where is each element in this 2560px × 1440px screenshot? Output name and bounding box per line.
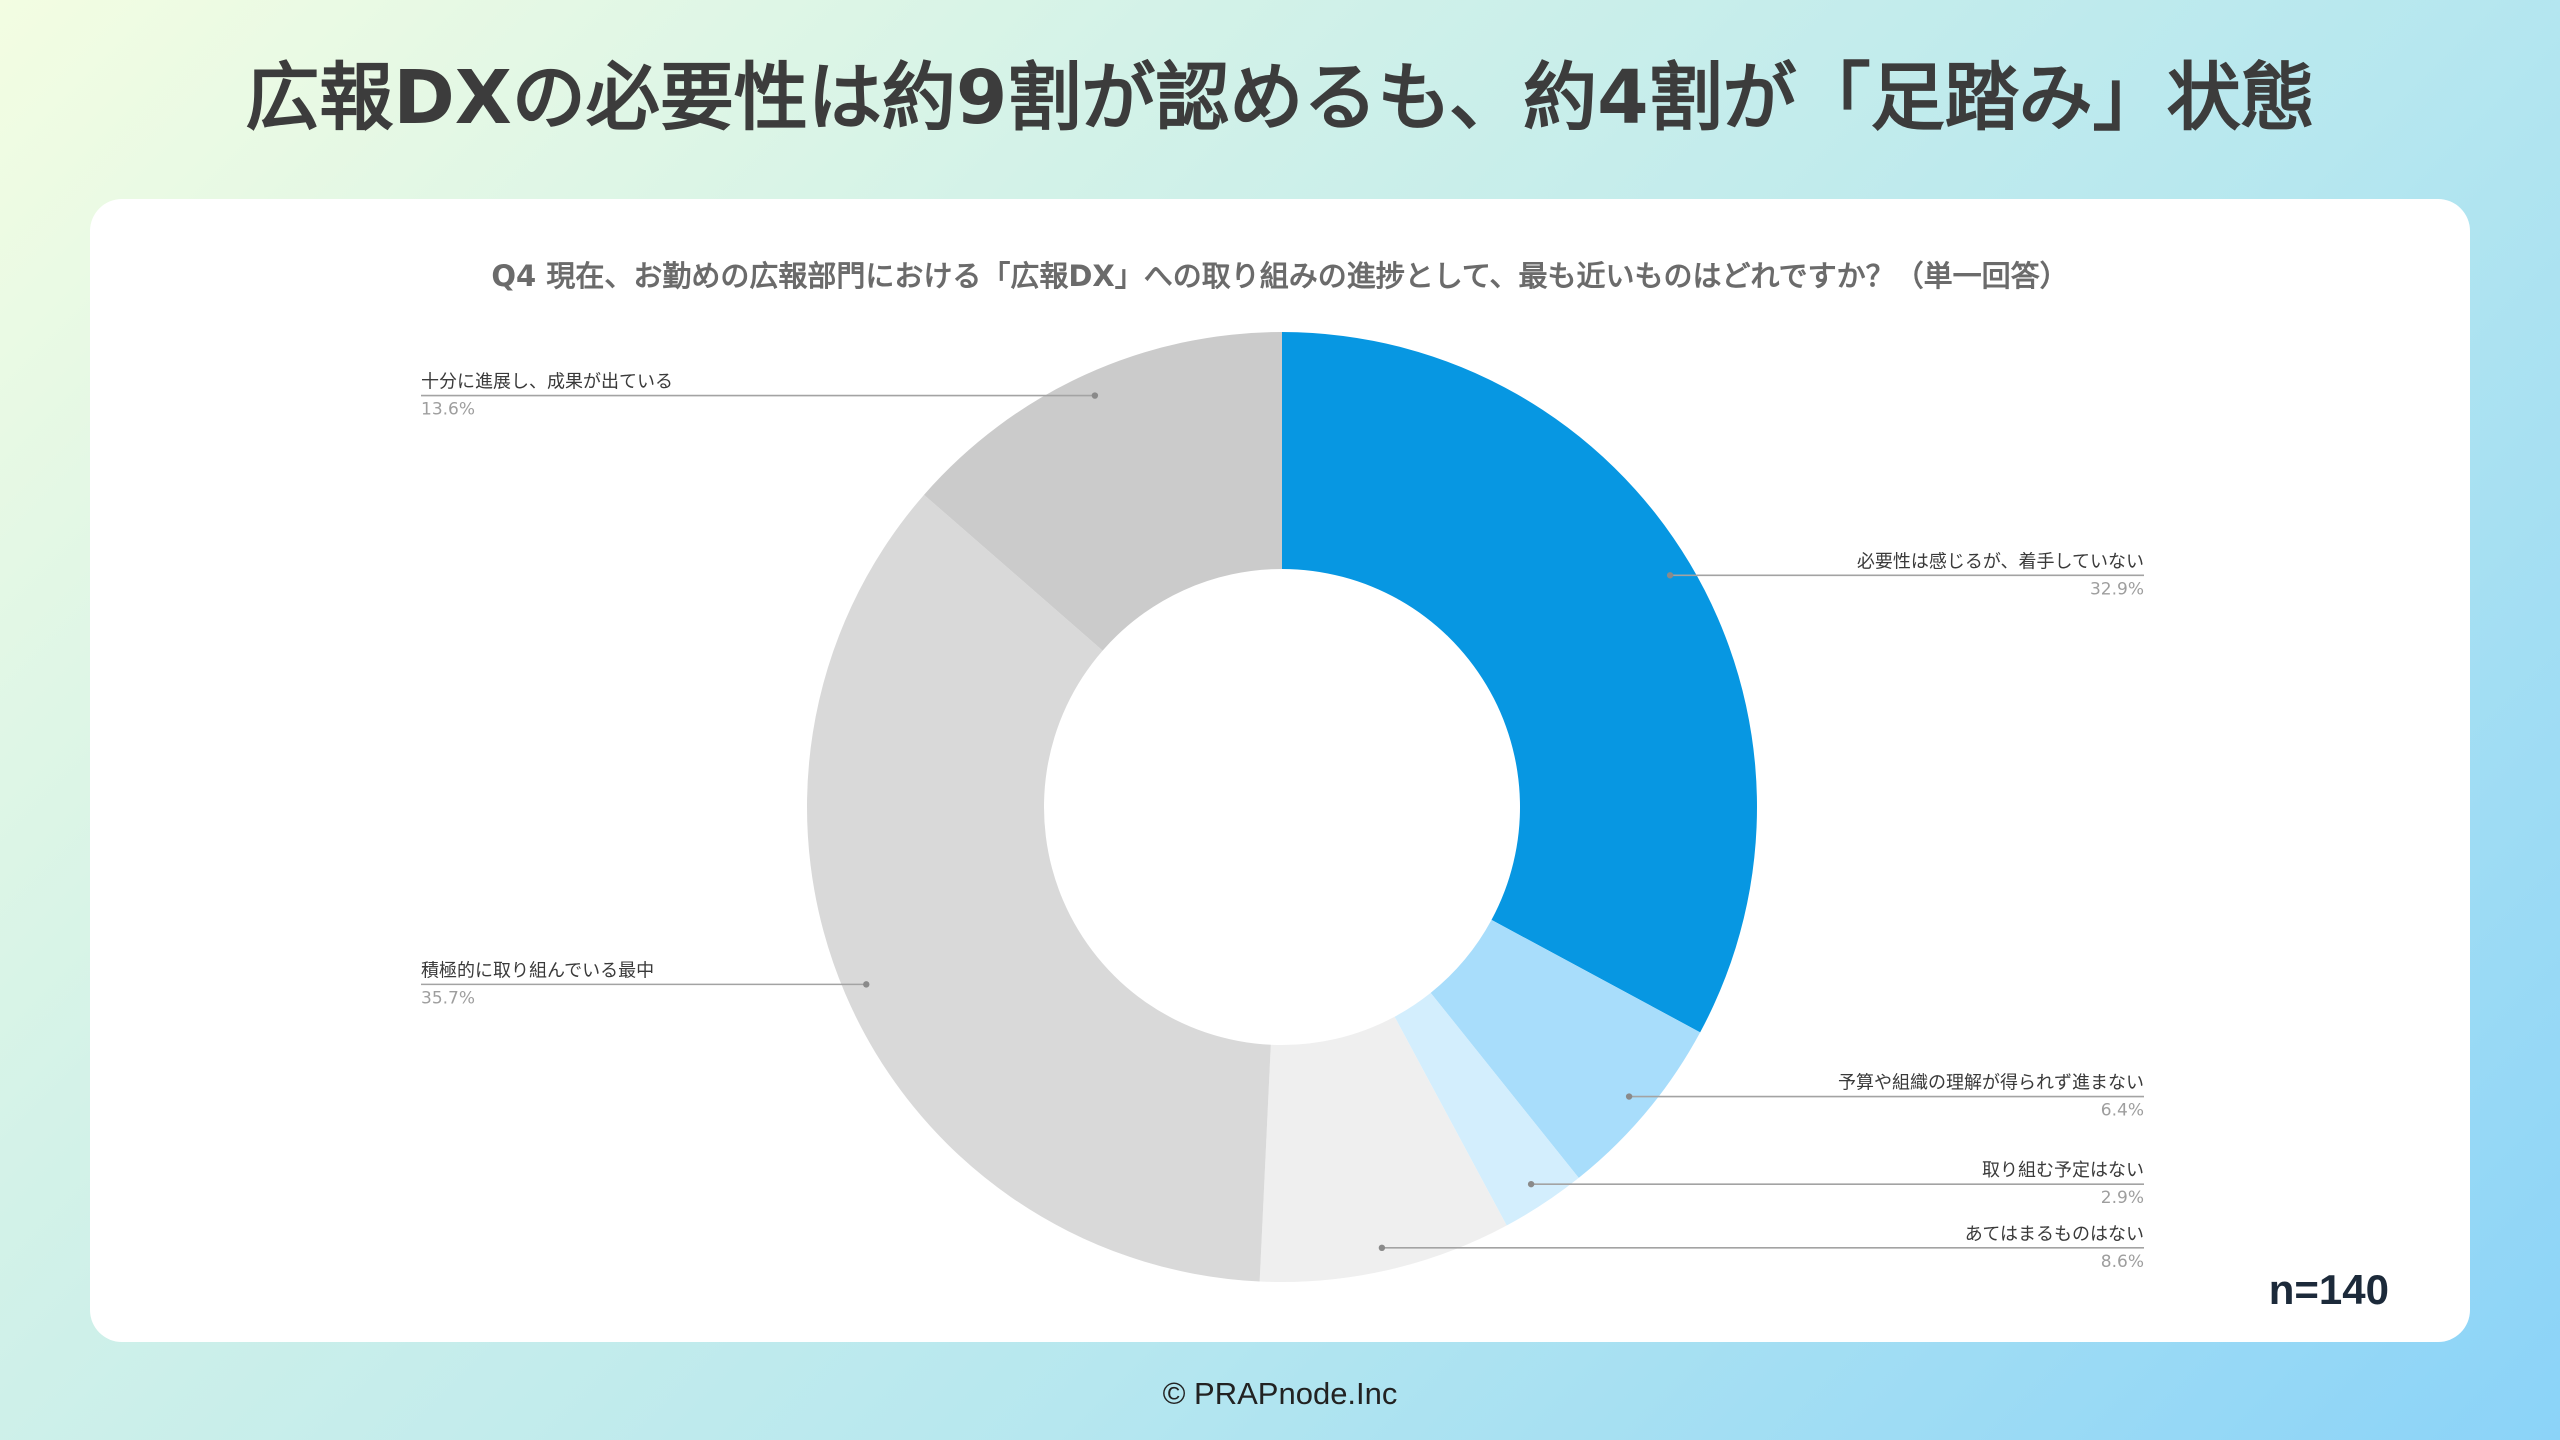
- slice-label: 取り組む予定はない: [1982, 1160, 2144, 1181]
- leader-dot: [1666, 572, 1674, 579]
- slice-label: 必要性は感じるが、着手していない: [1857, 551, 2144, 572]
- donut-slice-5: [806, 494, 1271, 1282]
- leader-dot: [1091, 392, 1099, 399]
- slice-label: あてはまるものはない: [1965, 1224, 2144, 1245]
- donut-slice-3: [1394, 992, 1579, 1226]
- copyright-footer: © PRAPnode.Inc: [1162, 1376, 1398, 1411]
- sample-size-note: n=140: [2268, 1266, 2389, 1313]
- donut-slices: [806, 332, 1757, 1282]
- slice-labels: 必要性は感じるが、着手していない 32.9% 予算や組織の理解が得られず進まない 6.…: [421, 372, 2144, 1272]
- leader-dot: [863, 981, 870, 988]
- slice-value-label: 35.7%: [421, 988, 475, 1008]
- slice-label: 十分に進展し、成果が出ている: [421, 372, 673, 393]
- slide-headline: 広報DXの必要性は約9割が認めるも、約4割が「足踏み」状態: [245, 55, 2315, 141]
- donut-slice-6: [923, 332, 1282, 651]
- slice-value-label: 32.9%: [2090, 579, 2144, 599]
- chart-title: Q4 現在、お勤めの広報部門における「広報DX」への取り組みの進捗として、最も近…: [491, 259, 2069, 293]
- slice-value-label: 2.9%: [2101, 1188, 2144, 1208]
- leader-dot: [1527, 1180, 1535, 1188]
- donut-slice-1: [1282, 332, 1757, 1033]
- donut-slice-2: [1430, 919, 1701, 1178]
- leader-dot: [1378, 1244, 1386, 1252]
- slice-value-label: 6.4%: [2101, 1101, 2144, 1121]
- slice-label: 積極的に取り組んでいる最中: [421, 960, 654, 981]
- slice-label: 予算や組織の理解が得られず進まない: [1838, 1073, 2144, 1094]
- slice-value-label: 13.6%: [421, 400, 475, 420]
- donut-slice-4: [1259, 1016, 1507, 1282]
- leader-dot: [1625, 1093, 1633, 1100]
- slice-value-label: 8.6%: [2101, 1252, 2144, 1272]
